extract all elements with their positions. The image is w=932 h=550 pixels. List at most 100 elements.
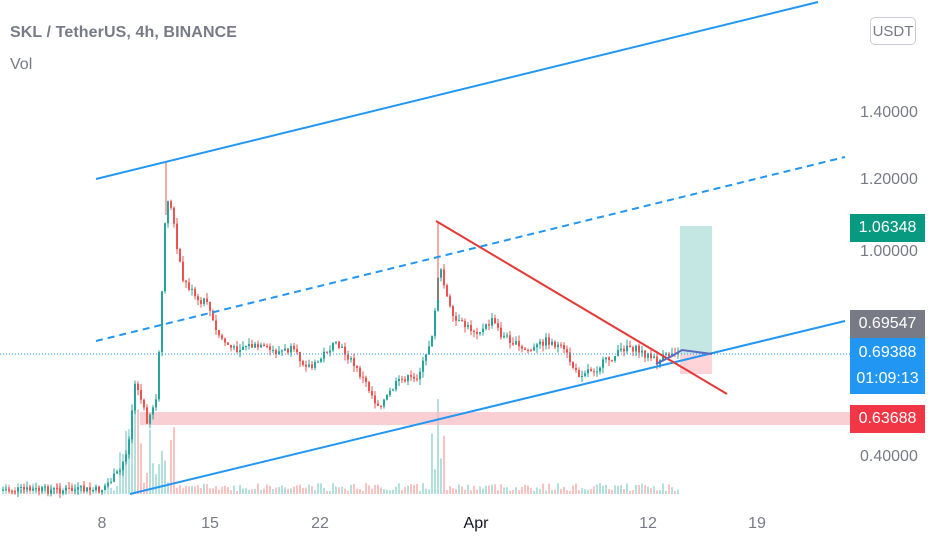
target-zone[interactable] — [680, 226, 712, 354]
candle-body — [215, 320, 217, 331]
candle-body — [416, 378, 418, 380]
volume-bar — [155, 474, 157, 494]
candle-body — [596, 371, 598, 373]
support-zone[interactable] — [140, 412, 850, 425]
symbol-title[interactable]: SKL / TetherUS, 4h, BINANCE — [10, 24, 238, 41]
volume-bar — [377, 484, 379, 494]
candle-body — [632, 347, 634, 352]
volume-bar — [539, 488, 541, 494]
candle-body — [143, 399, 145, 408]
candle-body — [167, 201, 169, 224]
volume-bar — [242, 488, 244, 494]
volume-bar — [194, 486, 196, 494]
candle-body — [590, 369, 592, 372]
candle-body — [176, 223, 178, 250]
volume-bar — [221, 486, 223, 494]
candle-body — [503, 335, 505, 338]
volume-bar — [320, 483, 322, 494]
candle-body — [221, 335, 223, 339]
volume-bar — [335, 486, 337, 494]
candle-body — [614, 356, 616, 361]
volume-bar — [542, 483, 544, 494]
volume-bar — [389, 490, 391, 494]
descending-trendline[interactable] — [435, 220, 728, 395]
candle-body — [515, 341, 517, 345]
volume-bar — [419, 490, 421, 494]
volume-bar — [626, 483, 628, 494]
candle-body — [365, 377, 367, 383]
candle-body — [287, 348, 289, 353]
candlesticks — [2, 162, 679, 498]
volume-bar — [431, 433, 433, 494]
volume-bar — [470, 490, 472, 494]
candle-body — [356, 366, 358, 368]
candle-body — [128, 439, 130, 455]
stop-price-badge: 0.63688 — [850, 405, 925, 433]
volume-bar — [494, 484, 496, 494]
channel-upper-line[interactable] — [95, 1, 819, 180]
candle-body — [77, 487, 79, 490]
candle-body — [422, 360, 424, 372]
volume-bar — [584, 489, 586, 494]
breakout-arrow[interactable] — [655, 348, 713, 365]
candle-body — [107, 482, 109, 486]
candle-body — [272, 350, 274, 352]
volume-bar — [287, 488, 289, 494]
candle-body — [275, 350, 277, 355]
channel-lower-line[interactable] — [129, 320, 846, 495]
volume-bar — [383, 488, 385, 494]
volume-bar — [416, 484, 418, 494]
volume-bar — [641, 483, 643, 494]
volume-bar — [143, 482, 145, 494]
volume-bar — [449, 486, 451, 494]
candle-body — [575, 367, 577, 370]
candle-body — [347, 354, 349, 360]
volume-bar — [140, 443, 142, 494]
candle-body — [53, 488, 55, 490]
candle-body — [536, 344, 538, 348]
candle-body — [497, 323, 499, 328]
volume-bar — [599, 483, 601, 494]
candle-body — [2, 489, 4, 491]
candle-body — [335, 341, 337, 344]
volume-bar — [197, 485, 199, 494]
candle-body — [446, 285, 448, 297]
price-axis-label: 1.00000 — [860, 243, 918, 260]
volume-bar — [215, 486, 217, 494]
volume-bar — [563, 486, 565, 494]
volume-bar — [488, 485, 490, 494]
volume-bar — [68, 488, 70, 494]
candle-body — [104, 485, 106, 490]
candle-body — [134, 383, 136, 411]
candle-body — [83, 486, 85, 492]
candle-body — [392, 389, 394, 391]
candle-body — [413, 376, 415, 379]
volume-bar — [338, 487, 340, 494]
candle-body — [299, 352, 301, 362]
candle-body — [443, 269, 445, 286]
candle-body — [26, 487, 28, 490]
volume-bar — [362, 490, 364, 494]
candle-body — [332, 343, 334, 351]
volume-bar — [323, 487, 325, 494]
channel-mid-line[interactable] — [95, 156, 846, 342]
volume-bar — [371, 488, 373, 494]
candle-body — [200, 300, 202, 304]
candle-body — [491, 318, 493, 326]
candle-body — [350, 358, 352, 360]
candle-body — [656, 356, 658, 365]
currency-unit-button[interactable]: USDT — [870, 17, 916, 45]
volume-bar — [308, 484, 310, 494]
volume-bar — [284, 487, 286, 494]
candle-body — [548, 337, 550, 345]
volume-indicator-label[interactable]: Vol — [10, 56, 33, 73]
volume-bar — [275, 487, 277, 494]
volume-bar — [437, 399, 439, 494]
volume-bar — [665, 490, 667, 494]
volume-bar — [149, 429, 151, 494]
volume-bar — [485, 485, 487, 494]
candle-body — [185, 280, 187, 283]
candle-body — [599, 367, 601, 372]
volume-bar — [674, 490, 676, 494]
